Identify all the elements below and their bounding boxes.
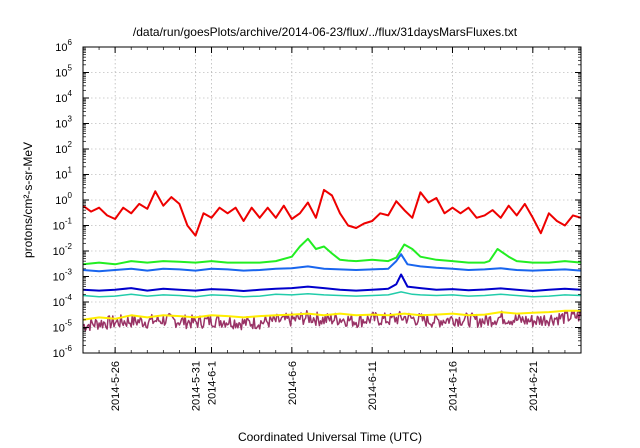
axis-ticks [83, 46, 581, 354]
x-tick-label: 2014-6-21 [528, 361, 540, 411]
x-tick-label: 2014-6-1 [207, 361, 219, 405]
y-tick-label: 10-3 [53, 268, 73, 284]
y-tick-label: 101 [55, 166, 72, 182]
x-tick-label: 2014-6-11 [367, 361, 379, 410]
y-tick-label: 10-5 [53, 319, 73, 335]
y-tick-label: 105 [55, 64, 72, 80]
series-line [82, 253, 582, 273]
series-line [82, 309, 581, 321]
y-tick-label: 102 [55, 140, 72, 156]
series-line [82, 309, 582, 332]
y-tick-label: 10-1 [53, 217, 73, 233]
series-line [82, 237, 582, 266]
chart-title: /data/run/goesPlots/archive/2014-06-23/f… [133, 25, 518, 39]
series-line [82, 273, 582, 292]
x-tick-labels: 2014-5-26 2014-5-31 2014-6-1 2014-6-6 2014-6… [110, 361, 540, 411]
y-tick-label: 104 [55, 89, 72, 105]
x-axis-title: Coordinated Universal Time (UTC) [238, 430, 422, 444]
y-tick-label: 10-6 [53, 344, 73, 360]
x-tick-label: 2014-6-16 [447, 361, 459, 411]
x-tick-label: 2014-6-6 [287, 361, 299, 405]
y-tick-label: 100 [55, 191, 72, 207]
grid-lines [83, 47, 581, 353]
y-tick-label: 106 [55, 38, 72, 54]
x-tick-label: 2014-5-31 [190, 361, 202, 411]
series-line [82, 291, 582, 298]
y-tick-labels: 10-6 10-5 10-4 10-3 10-2 10-1 100 101 102 103 104 1… [53, 38, 73, 360]
y-axis-title: protons/cm²-s-sr-MeV [21, 142, 35, 258]
y-tick-label: 10-4 [53, 293, 73, 309]
y-tick-label: 103 [55, 115, 72, 131]
y-tick-label: 10-2 [53, 242, 73, 258]
series-layer [82, 188, 582, 332]
x-tick-label: 2014-5-26 [110, 361, 122, 411]
series-line [82, 188, 582, 237]
